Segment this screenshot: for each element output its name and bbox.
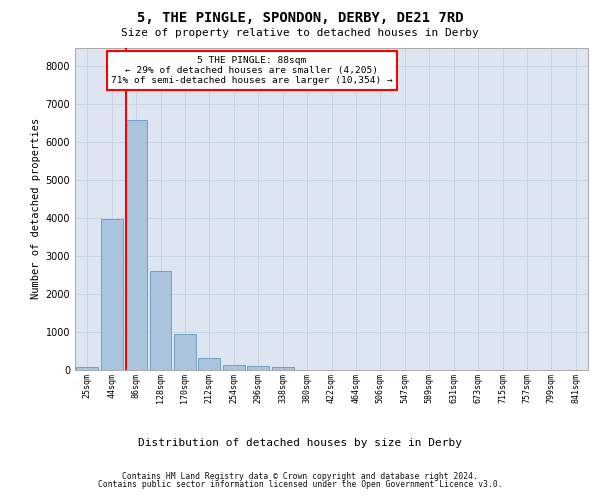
Bar [125, 120, 147, 370]
Bar [174, 334, 196, 370]
Bar [247, 366, 269, 370]
Bar [101, 219, 122, 370]
Y-axis label: Number of detached properties: Number of detached properties [31, 118, 41, 300]
Bar [223, 366, 245, 370]
Bar [272, 366, 293, 370]
Text: Contains HM Land Registry data © Crown copyright and database right 2024.: Contains HM Land Registry data © Crown c… [122, 472, 478, 481]
Text: Contains public sector information licensed under the Open Government Licence v3: Contains public sector information licen… [98, 480, 502, 489]
Bar [199, 358, 220, 370]
Text: Distribution of detached houses by size in Derby: Distribution of detached houses by size … [138, 438, 462, 448]
Bar [149, 270, 172, 370]
Text: 5, THE PINGLE, SPONDON, DERBY, DE21 7RD: 5, THE PINGLE, SPONDON, DERBY, DE21 7RD [137, 11, 463, 25]
Text: Size of property relative to detached houses in Derby: Size of property relative to detached ho… [121, 28, 479, 38]
Text: 5 THE PINGLE: 88sqm
← 29% of detached houses are smaller (4,205)
71% of semi-det: 5 THE PINGLE: 88sqm ← 29% of detached ho… [111, 56, 393, 86]
Bar [76, 367, 98, 370]
